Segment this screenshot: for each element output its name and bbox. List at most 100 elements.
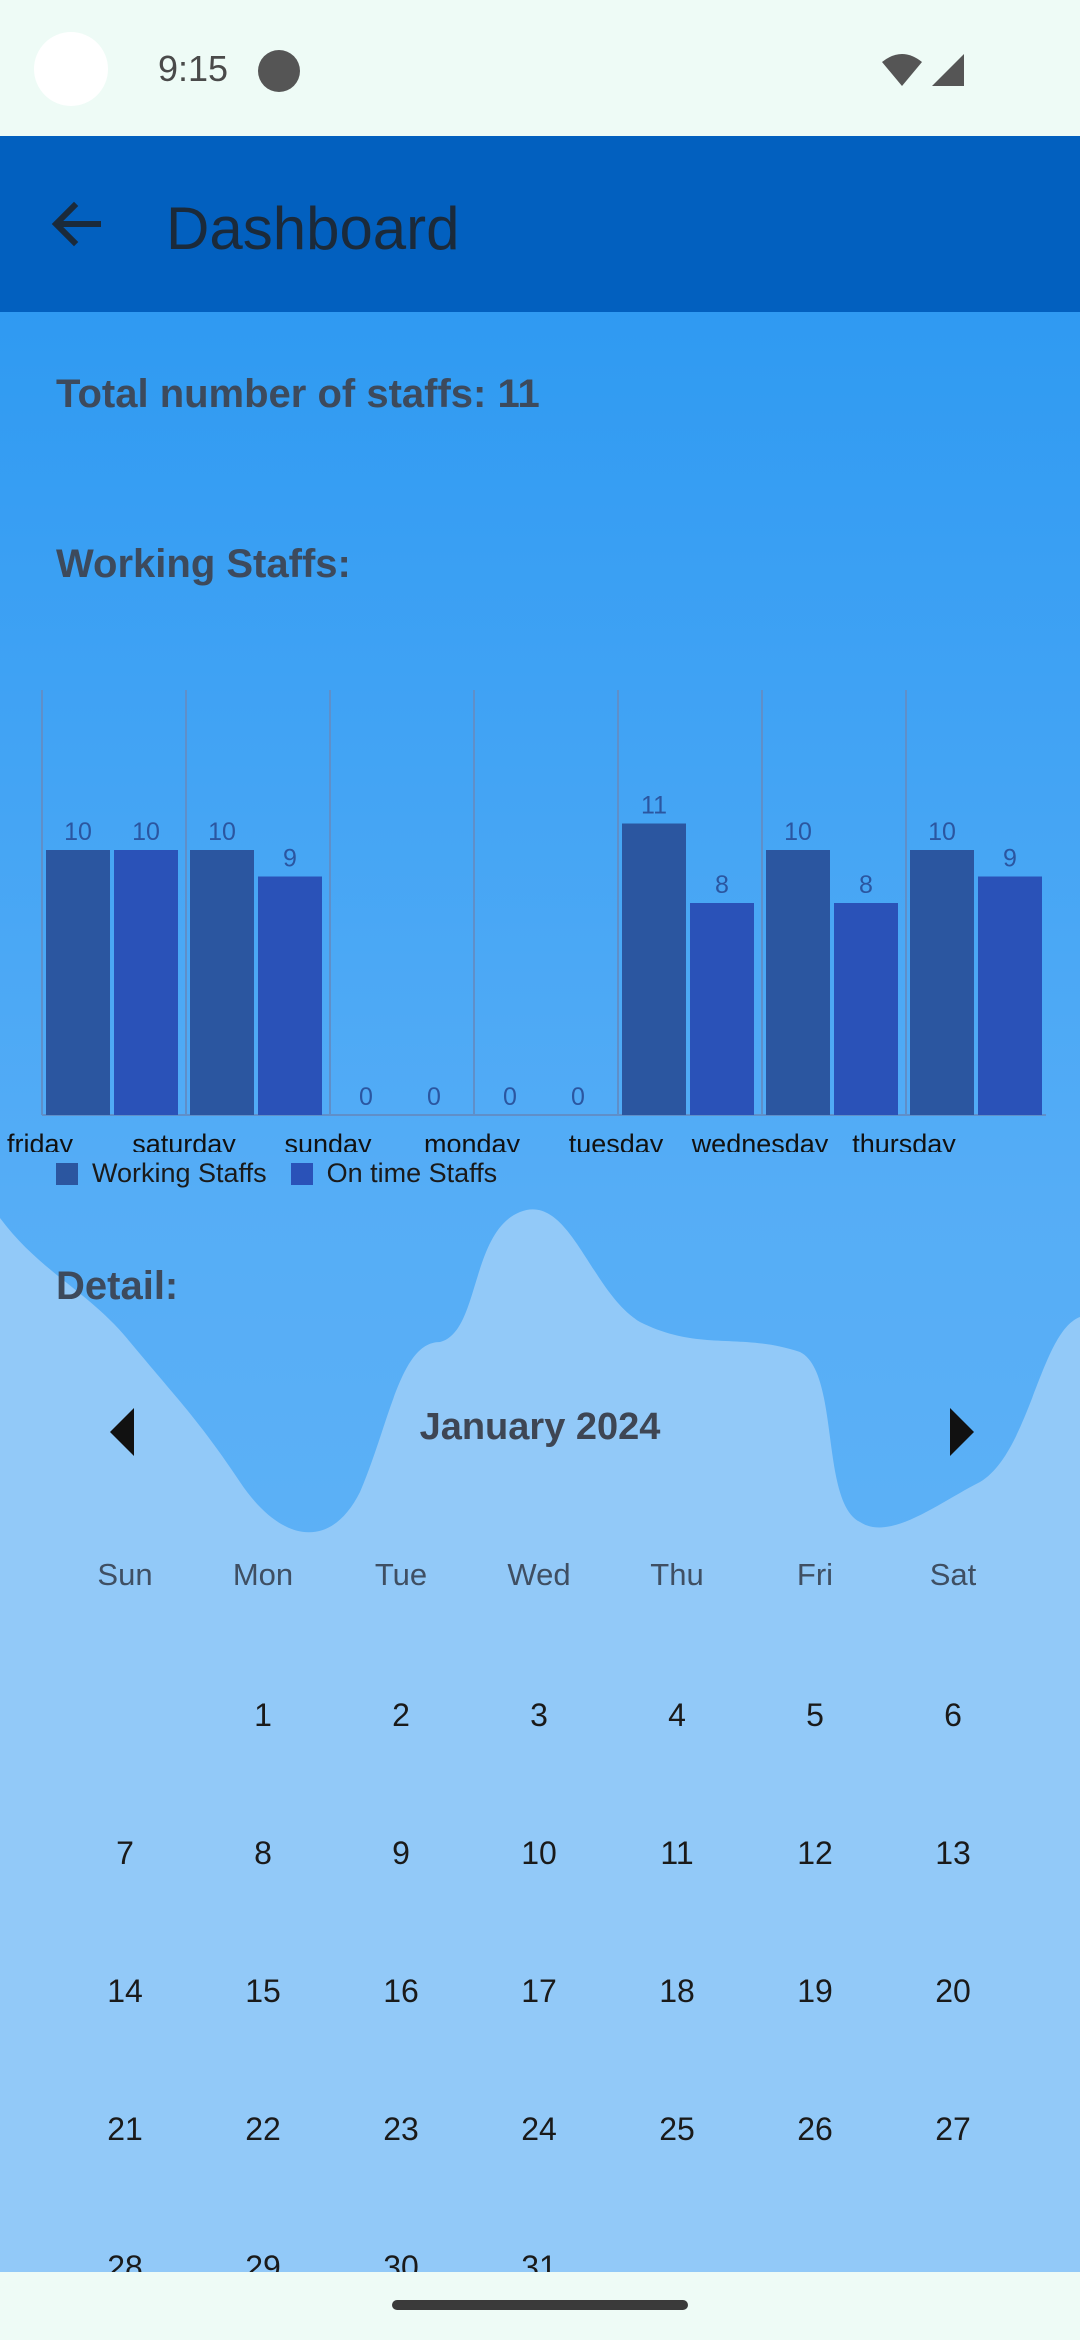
weekday-label-fri: Fri <box>796 1557 834 1592</box>
page-title: Dashboard <box>166 195 460 262</box>
chart-data-label: 8 <box>859 871 873 899</box>
chart-data-label: 0 <box>359 1083 373 1111</box>
app-bar: Dashboard <box>0 136 1080 312</box>
calendar-day-19[interactable]: 19 <box>797 1973 833 2009</box>
weekday-label-sun: Sun <box>97 1557 153 1592</box>
calendar-day-31[interactable]: 31 <box>521 2249 557 2272</box>
chart-bar <box>46 850 110 1115</box>
legend-label-on-time: On time Staffs <box>326 1158 498 1188</box>
chart-data-label: 0 <box>571 1083 585 1111</box>
calendar-month-label: January 2024 <box>419 1406 661 1448</box>
calendar-week-row: 1 2 3 4 5 6 <box>56 1697 1024 1835</box>
notification-dot-icon <box>258 50 300 92</box>
weekday-label-wed: Wed <box>507 1557 571 1592</box>
chart-category-label: friday <box>7 1129 74 1152</box>
chart-bar <box>622 823 686 1115</box>
signal-icon <box>932 54 964 86</box>
weekday-label-mon: Mon <box>232 1557 294 1592</box>
calendar-week-row: 14 15 16 17 18 19 20 <box>56 1973 1024 2111</box>
chart-data-label: 10 <box>208 818 236 846</box>
chart-category-label: thursday <box>852 1129 956 1152</box>
calendar-day-16[interactable]: 16 <box>383 1973 419 2009</box>
chart-data-label: 8 <box>715 871 729 899</box>
previous-month-icon[interactable] <box>104 1402 144 1462</box>
chart-data-label: 0 <box>503 1083 517 1111</box>
calendar-day-4[interactable]: 4 <box>668 1697 686 1733</box>
chart-data-label: 10 <box>784 818 812 846</box>
detail-heading: Detail: <box>56 1264 179 1308</box>
chart-bar <box>834 903 898 1115</box>
calendar-day-11[interactable]: 11 <box>660 1835 694 1871</box>
chart-data-label: 9 <box>1003 845 1017 873</box>
calendar-day-17[interactable]: 17 <box>521 1973 557 2009</box>
calendar-day-13[interactable]: 13 <box>935 1835 971 1871</box>
calendar-day-21[interactable]: 21 <box>107 2111 143 2147</box>
calendar-week-row: 28 29 30 31 <box>56 2249 1024 2272</box>
calendar-day-10[interactable]: 10 <box>521 1835 557 1871</box>
chart-data-label: 10 <box>64 818 92 846</box>
calendar-day-15[interactable]: 15 <box>245 1973 281 2009</box>
calendar-day-22[interactable]: 22 <box>245 2111 281 2147</box>
chart-bar <box>190 850 254 1115</box>
status-bar: 9:15 <box>0 0 1080 136</box>
calendar-grid: 1 2 3 4 5 6 7 8 9 10 11 12 13 14 15 16 17 18 19 20 21 22 23 24 2… <box>56 1697 1024 2272</box>
calendar-day-30[interactable]: 30 <box>383 2249 419 2272</box>
working-staffs-bar-chart: 10 10 friday 10 9 saturday 0 0 sunday 0 0 monday 11 8… <box>7 690 1046 1152</box>
background-waves <box>0 1209 1080 2272</box>
calendar-day-26[interactable]: 26 <box>797 2111 833 2147</box>
chart-category-label: saturday <box>132 1129 236 1152</box>
calendar-day-27[interactable]: 27 <box>935 2111 971 2147</box>
legend-item-working-staffs: Working Staffs <box>56 1158 267 1189</box>
chart-data-label: 10 <box>132 818 160 846</box>
chart-bar <box>690 903 754 1115</box>
calendar-day-9[interactable]: 9 <box>392 1835 410 1871</box>
chart-data-label: 10 <box>928 818 956 846</box>
camera-cutout <box>34 32 108 106</box>
calendar-day-25[interactable]: 25 <box>659 2111 695 2147</box>
chart-category-label: sunday <box>284 1129 372 1152</box>
legend-swatch-working <box>56 1162 78 1185</box>
weekday-label-thu: Thu <box>650 1557 704 1592</box>
chart-data-label: 11 <box>641 792 667 820</box>
weekday-label-tue: Tue <box>374 1557 428 1592</box>
calendar-day-24[interactable]: 24 <box>521 2111 557 2147</box>
calendar-day-2[interactable]: 2 <box>392 1697 410 1733</box>
calendar-day-1[interactable]: 1 <box>254 1697 272 1733</box>
chart-bar <box>910 850 974 1115</box>
calendar-day-3[interactable]: 3 <box>530 1697 548 1733</box>
working-staffs-heading: Working Staffs: <box>56 542 351 586</box>
legend-item-on-time-staffs: On time Staffs <box>290 1158 498 1189</box>
chart-category-label: monday <box>424 1129 521 1152</box>
chart-data-label: 9 <box>283 845 297 873</box>
chart-bar <box>258 876 322 1115</box>
calendar-day-29[interactable]: 29 <box>245 2249 281 2272</box>
chart-legend: Working Staffs On time Staffs <box>56 1158 521 1189</box>
calendar-day-12[interactable]: 12 <box>797 1835 833 1871</box>
chart-bar <box>114 850 178 1115</box>
calendar-day-5[interactable]: 5 <box>806 1697 824 1733</box>
calendar-day-23[interactable]: 23 <box>383 2111 419 2147</box>
calendar-day-14[interactable]: 14 <box>107 1973 143 2009</box>
status-time: 9:15 <box>158 48 229 89</box>
total-staff-count: Total number of staffs: 11 <box>56 372 540 416</box>
calendar-day-6[interactable]: 6 <box>944 1697 962 1733</box>
wifi-icon <box>882 54 922 86</box>
home-indicator[interactable] <box>392 2300 688 2310</box>
calendar-day-8[interactable]: 8 <box>254 1835 272 1871</box>
calendar-day-20[interactable]: 20 <box>935 1973 971 2009</box>
legend-label-working: Working Staffs <box>92 1158 267 1188</box>
calendar-weekday-header: Sun Mon Tue Wed Thu Fri Sat <box>56 1557 1024 1593</box>
calendar-day-18[interactable]: 18 <box>659 1973 695 2009</box>
dashboard-content: Total number of staffs: 11 Working Staff… <box>0 312 1080 2272</box>
calendar-day-7[interactable]: 7 <box>116 1835 134 1871</box>
chart-data-label: 0 <box>427 1083 441 1111</box>
chart-bar <box>978 876 1042 1115</box>
legend-swatch-on-time <box>290 1162 313 1185</box>
weekday-label-sat: Sat <box>929 1557 977 1592</box>
chart-category-label: tuesday <box>569 1129 664 1152</box>
chart-category-label: wednesday <box>691 1129 829 1152</box>
next-month-icon[interactable] <box>940 1402 980 1462</box>
calendar-day-28[interactable]: 28 <box>107 2249 143 2272</box>
back-arrow-icon[interactable] <box>40 188 112 260</box>
